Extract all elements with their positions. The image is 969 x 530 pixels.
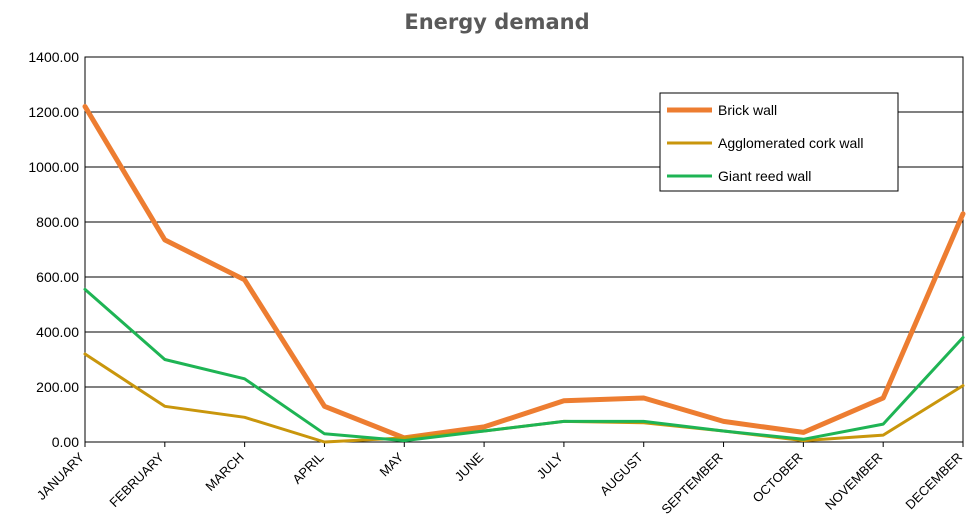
- legend: Brick wall Agglomerated cork wall Giant …: [659, 92, 899, 192]
- x-tick-label: MAY: [377, 449, 407, 479]
- x-tick-label: DECEMBER: [902, 450, 965, 513]
- y-tick-label: 800.00: [36, 214, 79, 230]
- y-tick-label: 1000.00: [28, 159, 79, 175]
- y-axis-ticks: 0.00 200.00 400.00 600.00 800.00 1000.00 1200.…: [28, 49, 79, 450]
- series-line-giant-reed-wall: [83, 287, 965, 443]
- x-tick-label: JANUARY: [34, 449, 88, 503]
- x-tick-label: JULY: [534, 449, 567, 482]
- x-tick-label: APRIL: [289, 450, 326, 487]
- legend-label-giant-reed-wall: Giant reed wall: [718, 168, 811, 184]
- x-axis-ticks: JANUARY FEBRUARY MARCH APRIL MAY JUNE JULY AUGU…: [34, 442, 965, 517]
- series-line-agglomerated-cork-wall: [83, 352, 965, 444]
- x-tick-label: SEPTEMBER: [658, 450, 725, 517]
- plot-area-border: [84, 56, 964, 443]
- y-tick-label: 1400.00: [28, 49, 79, 65]
- x-tick-label: JUNE: [452, 449, 487, 484]
- y-tick-label: 400.00: [36, 324, 79, 340]
- legend-label-agglomerated-cork-wall: Agglomerated cork wall: [718, 135, 864, 151]
- x-tick-label: NOVEMBER: [822, 450, 885, 513]
- legend-label-brick-wall: Brick wall: [718, 102, 777, 118]
- y-tick-label: 600.00: [36, 269, 79, 285]
- x-tick-label: FEBRUARY: [106, 449, 167, 510]
- y-tick-label: 200.00: [36, 379, 79, 395]
- chart-title: Energy demand: [404, 10, 589, 34]
- gridlines: [85, 56, 963, 443]
- x-tick-label: OCTOBER: [750, 450, 806, 506]
- series-lines: [82, 104, 966, 444]
- x-tick-label: MARCH: [202, 450, 246, 494]
- x-tick-label: AUGUST: [597, 449, 646, 498]
- y-tick-label: 1200.00: [28, 104, 79, 120]
- series-line-brick-wall: [82, 104, 966, 441]
- y-tick-label: 0.00: [52, 434, 79, 450]
